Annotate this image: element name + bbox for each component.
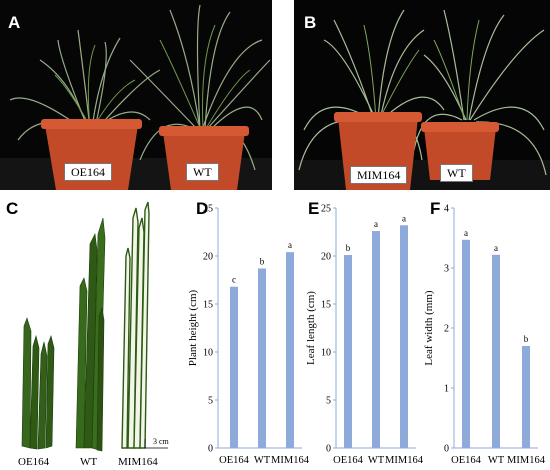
scale-bar-label: 3 cm <box>153 437 169 446</box>
y-axis-label: Plant height (cm) <box>187 289 199 366</box>
x-tick-label: OE164 <box>451 455 481 466</box>
bar-mim164 <box>400 225 408 448</box>
bar-mim164 <box>286 252 294 448</box>
y-axis-label: Leaf length (cm) <box>305 291 317 365</box>
y-tick-label: 5 <box>326 396 331 407</box>
y-tick-label: 20 <box>203 252 213 263</box>
pot-label-wt-b: WT <box>440 164 473 182</box>
significance-letter: b <box>524 334 529 344</box>
y-tick-label: 4 <box>444 204 449 215</box>
significance-letter: a <box>464 228 468 238</box>
photo-panel-b: B MIM164 WT <box>294 0 550 190</box>
bar-mim164 <box>522 346 530 448</box>
significance-letter: b <box>260 256 265 266</box>
photo-panel-a: A OE164 WT <box>0 0 272 190</box>
y-tick-label: 25 <box>321 204 331 215</box>
leaf-panel-c: C 3 cm OE164 WT MIM164 <box>0 196 182 470</box>
chart-d-svg: 0 5 10 15 20 25 Plant height (cm) c OE164 b WT a MIM… <box>187 204 310 467</box>
x-tick-label: MIM164 <box>385 455 424 466</box>
bar-oe164 <box>230 286 238 448</box>
bar-oe164 <box>462 239 470 448</box>
y-tick-label: 0 <box>208 444 213 455</box>
significance-letter: a <box>494 243 498 253</box>
plant-photo-b <box>294 0 550 190</box>
pot-label-oe164: OE164 <box>64 163 112 181</box>
x-tick-label: WT <box>368 455 385 466</box>
panel-letter-e: E <box>308 199 320 218</box>
y-tick-label: 10 <box>203 348 213 359</box>
y-tick-label: 15 <box>321 300 331 311</box>
chart-f-leaf-width: F 0 1 2 3 4 Leaf width (mm) a OE164 a WT b MIM164 <box>420 196 550 470</box>
leaf-label-wt: WT <box>80 456 98 468</box>
significance-letter: a <box>402 213 406 223</box>
y-tick-label: 25 <box>203 204 213 215</box>
significance-letter: a <box>374 219 378 229</box>
x-tick-label: OE164 <box>333 455 363 466</box>
x-tick-label: WT <box>488 455 505 466</box>
bar-wt <box>372 231 380 448</box>
pot-label-wt-a: WT <box>186 163 219 181</box>
y-tick-label: 3 <box>444 264 449 275</box>
panel-letter-f: F <box>430 199 441 218</box>
chart-e-svg: 0 5 10 15 20 25 Leaf length (cm) b OE164 a WT a MIM1… <box>305 204 424 467</box>
significance-letter: b <box>346 243 351 253</box>
chart-e-leaf-length: E 0 5 10 15 20 25 Leaf length (cm) b OE164 a WT a MI… <box>300 196 424 470</box>
y-tick-label: 10 <box>321 348 331 359</box>
plant-photo-a <box>0 0 272 190</box>
y-tick-label: 20 <box>321 252 331 263</box>
panel-letter-b: B <box>304 13 317 32</box>
chart-d-plant-height: D 0 5 10 15 20 25 Plant height (cm) c OE164 b WT a M… <box>182 196 310 470</box>
bar-wt <box>492 254 500 448</box>
y-axis-label: Leaf width (mm) <box>423 290 435 365</box>
leaf-label-mim164: MIM164 <box>118 456 158 468</box>
significance-letter: c <box>232 275 236 285</box>
y-tick-label: 0 <box>444 444 449 455</box>
panel-letter-a: A <box>8 13 21 32</box>
bar-wt <box>258 268 266 448</box>
bar-oe164 <box>344 255 352 448</box>
x-tick-label: OE164 <box>219 455 249 466</box>
x-tick-label: MIM164 <box>507 455 546 466</box>
significance-letter: a <box>288 240 292 250</box>
x-tick-label: MIM164 <box>271 455 310 466</box>
x-tick-label: WT <box>254 455 271 466</box>
y-tick-label: 5 <box>208 396 213 407</box>
y-tick-label: 15 <box>203 300 213 311</box>
panel-letter-d: D <box>196 199 209 218</box>
y-tick-label: 2 <box>444 324 449 335</box>
chart-f-svg: 0 1 2 3 4 Leaf width (mm) a OE164 a WT b MIM164 <box>423 204 546 467</box>
panel-letter-c: C <box>6 199 19 218</box>
pot-label-mim164: MIM164 <box>350 166 408 184</box>
leaves-illustration <box>21 201 168 452</box>
leaf-label-oe164: OE164 <box>18 456 50 468</box>
y-tick-label: 0 <box>326 444 331 455</box>
y-tick-label: 1 <box>444 384 449 395</box>
